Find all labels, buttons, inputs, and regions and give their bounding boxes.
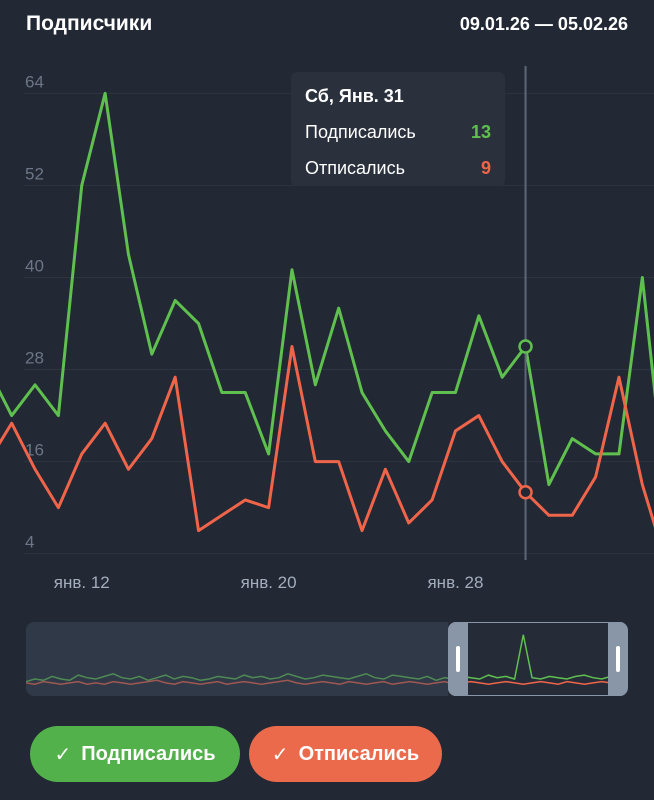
navigator-dim-overlay <box>26 622 448 696</box>
navigator-left-handle[interactable] <box>448 622 468 696</box>
range-navigator[interactable] <box>26 622 628 696</box>
x-tick-label: янв. 12 <box>54 573 110 592</box>
x-tick-label: янв. 28 <box>427 573 483 592</box>
toggle-subscribed-label: Подписались <box>81 742 216 765</box>
tooltip-value-subscribed: 13 <box>470 122 491 142</box>
page-title: Подписчики <box>26 12 153 35</box>
toggle-subscribed-button[interactable]: ✓ Подписались <box>30 726 240 782</box>
x-tick-label: янв. 20 <box>241 573 297 592</box>
tooltip-label-unsubscribed: Отписались <box>305 158 405 178</box>
date-range[interactable]: 09.01.26 — 05.02.26 <box>459 14 628 34</box>
highlight-marker-1 <box>518 485 533 500</box>
check-icon: ✓ <box>271 743 289 766</box>
navigator-right-handle[interactable] <box>608 622 628 696</box>
navigator-line-subscribed <box>26 634 628 683</box>
grip-icon <box>456 646 460 672</box>
tooltip-date: Сб, Янв. 31 <box>305 86 404 106</box>
navigator-window[interactable] <box>448 622 628 696</box>
tooltip-value-unsubscribed: 9 <box>480 158 491 178</box>
y-tick-label: 16 <box>25 441 44 460</box>
y-tick-label: 40 <box>25 256 44 275</box>
toggle-unsubscribed-button[interactable]: ✓ Отписались <box>249 726 442 782</box>
tooltip-label-subscribed: Подписались <box>305 122 416 142</box>
series-line-0 <box>0 91 654 487</box>
y-tick-label: 64 <box>25 72 44 91</box>
y-tick-label: 28 <box>25 349 44 368</box>
y-tick-label: 4 <box>25 533 34 552</box>
toggle-unsubscribed-label: Отписались <box>298 742 420 765</box>
navigator-line-unsubscribed <box>26 679 628 685</box>
series-line-1 <box>0 345 654 533</box>
highlight-marker-0 <box>518 339 533 354</box>
check-icon: ✓ <box>54 743 72 766</box>
y-tick-label: 52 <box>25 164 44 183</box>
header: Подписчики 09.01.26 — 05.02.26 <box>0 0 654 52</box>
tooltip: Сб, Янв. 31 Подписались 13 Отписались 9 <box>291 72 505 186</box>
grip-icon <box>616 646 620 672</box>
navigator-minichart <box>26 634 628 685</box>
